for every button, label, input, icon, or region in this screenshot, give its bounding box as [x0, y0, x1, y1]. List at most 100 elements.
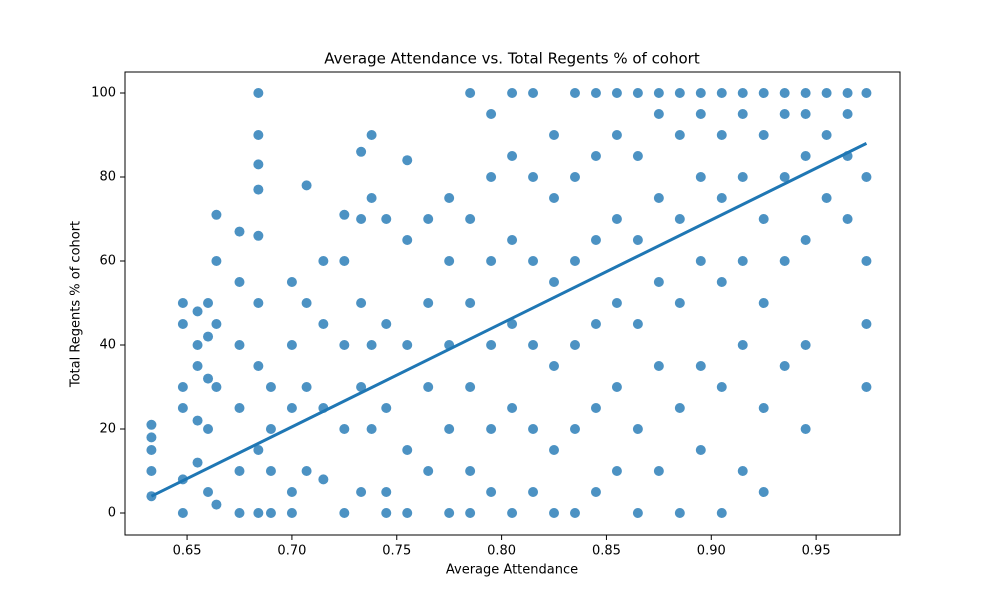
scatter-point [423, 213, 434, 224]
scatter-point [569, 255, 580, 266]
scatter-point [674, 87, 685, 98]
scatter-point [177, 381, 188, 392]
scatter-point [253, 444, 264, 455]
scatter-point [507, 150, 518, 161]
scatter-point [486, 171, 497, 182]
scatter-point [653, 360, 664, 371]
scatter-point [695, 255, 706, 266]
scatter-point [779, 108, 790, 119]
scatter-point [402, 444, 413, 455]
scatter-point [486, 255, 497, 266]
scatter-point [146, 465, 157, 476]
y-tick-label: 60 [99, 253, 116, 268]
scatter-point [192, 306, 203, 317]
scatter-point [569, 423, 580, 434]
scatter-point [507, 507, 518, 518]
scatter-point [177, 297, 188, 308]
scatter-point [265, 465, 276, 476]
scatter-point [507, 87, 518, 98]
scatter-point [301, 297, 312, 308]
scatter-point [779, 171, 790, 182]
plot-frame [124, 71, 901, 536]
scatter-point [444, 423, 455, 434]
scatter-point [758, 213, 769, 224]
scatter-point [339, 209, 350, 220]
scatter-point [716, 381, 727, 392]
scatter-point [318, 474, 329, 485]
x-tick-label: 0.80 [487, 544, 516, 559]
scatter-point [861, 87, 872, 98]
scatter-point [653, 87, 664, 98]
scatter-point [590, 234, 601, 245]
scatter-point [265, 381, 276, 392]
scatter-point [674, 507, 685, 518]
scatter-point [356, 486, 367, 497]
scatter-point [821, 129, 832, 140]
scatter-point [339, 423, 350, 434]
scatter-point [758, 402, 769, 413]
y-tick-label: 20 [99, 421, 116, 436]
scatter-point [549, 360, 560, 371]
scatter-point [737, 87, 748, 98]
scatter-point [716, 192, 727, 203]
scatter-point [339, 255, 350, 266]
x-axis-label: Average Attendance [446, 563, 578, 578]
scatter-point [590, 486, 601, 497]
scatter-point [381, 507, 392, 518]
scatter-point [402, 339, 413, 350]
y-tick-label: 40 [99, 337, 116, 352]
scatter-point [234, 226, 245, 237]
scatter-point [253, 507, 264, 518]
scatter-point [444, 192, 455, 203]
scatter-point [234, 402, 245, 413]
scatter-point [861, 381, 872, 392]
scatter-point [611, 213, 622, 224]
scatter-point [821, 192, 832, 203]
scatter-point [861, 318, 872, 329]
y-axis-label: Total Regents % of cohort [69, 221, 84, 388]
scatter-point [286, 339, 297, 350]
scatter-point [569, 171, 580, 182]
x-tick-label: 0.90 [697, 544, 726, 559]
scatter-point [253, 360, 264, 371]
scatter-point [211, 499, 222, 510]
scatter-point [301, 381, 312, 392]
scatter-point [486, 339, 497, 350]
scatter-point [366, 339, 377, 350]
scatter-point [590, 318, 601, 329]
scatter-point [465, 297, 476, 308]
scatter-point [590, 402, 601, 413]
scatter-point [800, 423, 811, 434]
scatter-point [758, 486, 769, 497]
scatter-point [465, 87, 476, 98]
scatter-point [737, 108, 748, 119]
scatter-point [177, 318, 188, 329]
scatter-point [737, 339, 748, 350]
scatter-point [366, 423, 377, 434]
scatter-point [253, 159, 264, 170]
scatter-point [779, 360, 790, 371]
scatter-point [842, 213, 853, 224]
scatter-point [211, 381, 222, 392]
scatter-point [716, 129, 727, 140]
y-tick-label: 0 [108, 505, 116, 520]
scatter-point [465, 507, 476, 518]
scatter-point [632, 234, 643, 245]
scatter-point [611, 465, 622, 476]
scatter-point [253, 184, 264, 195]
y-tick-label: 80 [99, 169, 116, 184]
scatter-point [356, 297, 367, 308]
scatter-point [146, 432, 157, 443]
scatter-point [528, 423, 539, 434]
scatter-point [286, 486, 297, 497]
scatter-point [758, 129, 769, 140]
scatter-point [234, 507, 245, 518]
chart-title: Average Attendance vs. Total Regents % o… [324, 50, 700, 68]
scatter-point [507, 402, 518, 413]
scatter-point [653, 108, 664, 119]
x-tick-label: 0.95 [802, 544, 831, 559]
scatter-point [234, 339, 245, 350]
scatter-point [632, 318, 643, 329]
scatter-point [486, 423, 497, 434]
scatter-point [737, 465, 748, 476]
